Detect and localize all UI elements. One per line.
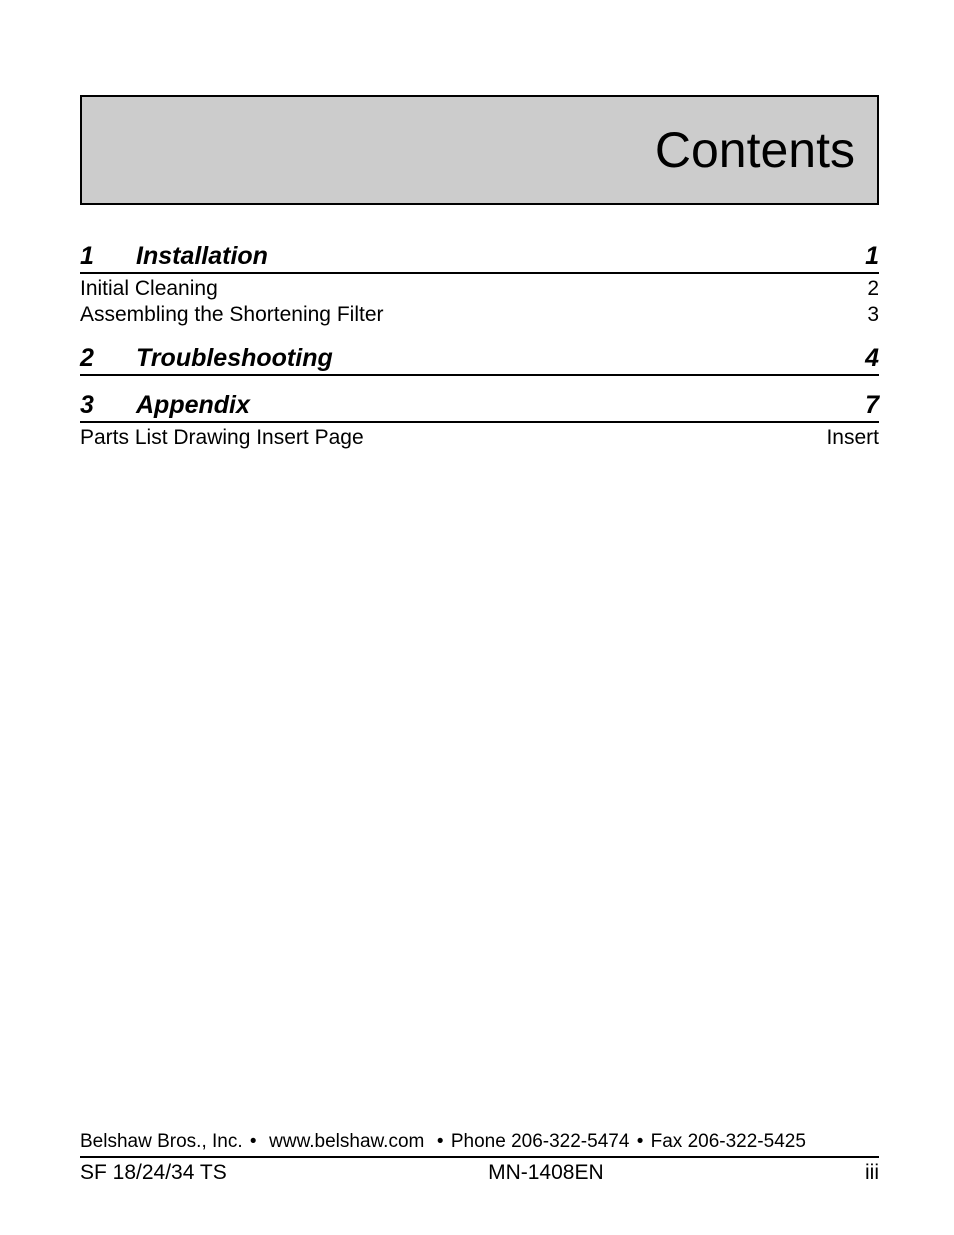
- sub-title: Initial Cleaning: [80, 276, 867, 302]
- chapter-title: Appendix: [136, 390, 865, 420]
- sub-page: 2: [867, 276, 879, 302]
- footer-website: www.belshaw.com: [269, 1131, 424, 1152]
- footer-center: MN-1408EN: [488, 1161, 604, 1185]
- sub-page: Insert: [826, 425, 879, 451]
- sub-title: Assembling the Shortening Filter: [80, 302, 867, 328]
- toc-chapter-row: 3 Appendix 7: [80, 390, 879, 423]
- chapter-number: 3: [80, 390, 136, 420]
- bullet-icon: •: [435, 1131, 446, 1153]
- chapter-page: 4: [865, 343, 879, 373]
- toc-sub-row: Initial Cleaning 2: [80, 276, 879, 302]
- document-page: Contents 1 Installation 1 Initial Cleani…: [0, 0, 954, 1235]
- chapter-title: Troubleshooting: [136, 343, 865, 373]
- sub-page: 3: [867, 302, 879, 328]
- toc-chapter-row: 2 Troubleshooting 4: [80, 343, 879, 376]
- footer-phone: Phone 206-322-5474: [451, 1131, 630, 1152]
- bullet-icon: •: [248, 1131, 259, 1153]
- chapter-page: 1: [865, 241, 879, 271]
- contents-banner: Contents: [80, 95, 879, 205]
- footer-left: SF 18/24/34 TS: [80, 1161, 227, 1185]
- footer-contact-line: Belshaw Bros., Inc. • www.belshaw.com • …: [80, 1131, 879, 1158]
- sub-title: Parts List Drawing Insert Page: [80, 425, 826, 451]
- toc-chapter-row: 1 Installation 1: [80, 241, 879, 274]
- page-footer: Belshaw Bros., Inc. • www.belshaw.com • …: [80, 1131, 879, 1185]
- chapter-page: 7: [865, 390, 879, 420]
- chapter-number: 1: [80, 241, 136, 271]
- footer-bottom-row: SF 18/24/34 TS MN-1408EN iii: [80, 1161, 879, 1185]
- chapter-number: 2: [80, 343, 136, 373]
- toc-sub-row: Parts List Drawing Insert Page Insert: [80, 425, 879, 451]
- table-of-contents: 1 Installation 1 Initial Cleaning 2 Asse…: [80, 241, 879, 451]
- footer-company: Belshaw Bros., Inc.: [80, 1131, 243, 1152]
- footer-fax: Fax 206-322-5425: [651, 1131, 806, 1152]
- chapter-title: Installation: [136, 241, 865, 271]
- toc-sub-row: Assembling the Shortening Filter 3: [80, 302, 879, 328]
- bullet-icon: •: [635, 1131, 646, 1153]
- contents-title: Contents: [655, 121, 855, 179]
- footer-right: iii: [865, 1161, 879, 1185]
